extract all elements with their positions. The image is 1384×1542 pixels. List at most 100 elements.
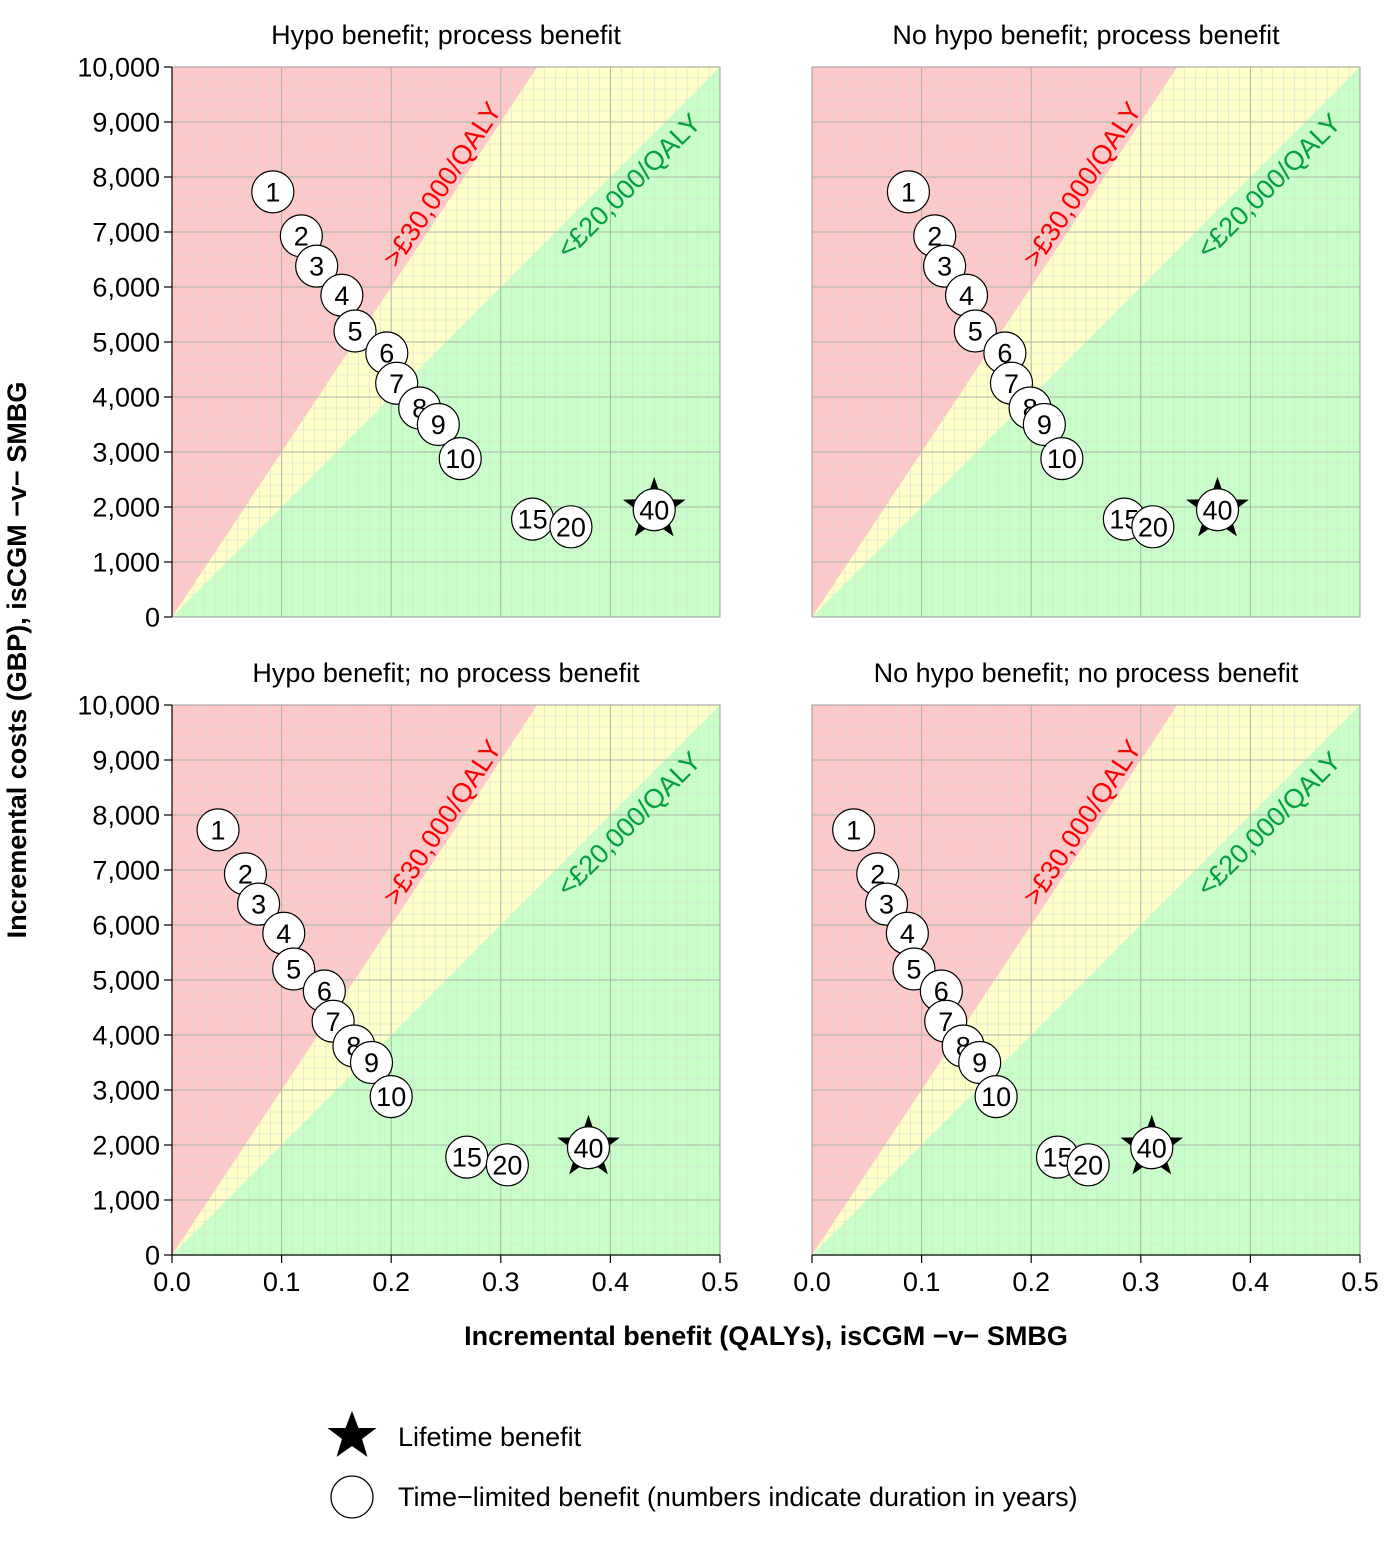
point-circle (923, 244, 967, 288)
y-tick-label: 6,000 (92, 273, 160, 303)
point-circle (1022, 402, 1066, 447)
x-tick-label: 0.2 (1012, 1267, 1050, 1297)
point-label: 10 (1047, 444, 1077, 474)
y-tick-label: 8,000 (92, 801, 160, 831)
x-tick-label: 0.1 (263, 1267, 301, 1297)
point-40: 40 (622, 476, 686, 537)
point-label: 5 (906, 955, 921, 985)
point-10: 10 (1040, 437, 1084, 481)
point-label: 15 (518, 505, 548, 535)
point-circle (369, 1074, 413, 1119)
panel-2: >£30,000/QALY<£20,000/QALY12345678910152… (811, 20, 1361, 618)
point-9: 9 (349, 1040, 394, 1085)
y-tick-label: 5,000 (92, 966, 160, 996)
x-tick-label: 0.4 (1232, 1267, 1270, 1297)
point-label: 4 (334, 281, 349, 311)
y-tick-label: 4,000 (92, 1021, 160, 1051)
point-circle (295, 244, 339, 288)
point-label: 7 (389, 369, 404, 399)
point-20: 20 (1066, 1143, 1110, 1187)
point-label: 15 (452, 1143, 482, 1173)
point-circle (632, 488, 676, 532)
circle-icon (330, 1475, 374, 1519)
point-label: 4 (276, 919, 291, 949)
point-9: 9 (416, 402, 460, 447)
y-tick-label: 10,000 (77, 691, 160, 721)
star-icon (327, 1411, 377, 1457)
point-label: 9 (972, 1048, 987, 1078)
y-tick-label: 7,000 (92, 856, 160, 886)
point-label: 40 (573, 1133, 603, 1163)
plot-area: >£30,000/QALY<£20,000/QALY12345678910152… (812, 67, 1360, 617)
point-label: 6 (317, 977, 332, 1007)
point-circle (416, 402, 460, 447)
point-label: 1 (846, 815, 861, 845)
point-3: 3 (923, 244, 967, 288)
point-label: 9 (431, 410, 446, 440)
y-axis-label: Incremental costs (GBP), isCGM −v− SMBG (2, 382, 32, 939)
point-1: 1 (251, 170, 295, 214)
point-label: 9 (1037, 410, 1052, 440)
point-5: 5 (333, 309, 377, 353)
point-label: 9 (364, 1048, 379, 1078)
x-tick-label: 0.5 (1341, 1267, 1379, 1297)
y-tick-label: 3,000 (92, 438, 160, 468)
point-circle (974, 1074, 1018, 1119)
point-circle (566, 1126, 611, 1170)
x-axis-label: Incremental benefit (QALYs), isCGM −v− S… (464, 1321, 1068, 1351)
point-circle (953, 309, 997, 353)
y-tick-label: 3,000 (92, 1076, 160, 1106)
point-20: 20 (549, 505, 593, 549)
point-circle (272, 947, 316, 991)
legend-label-lifetime: Lifetime benefit (398, 1422, 582, 1452)
y-tick-label: 0 (145, 603, 160, 633)
y-tick-label: 1,000 (92, 548, 160, 578)
point-4: 4 (885, 911, 929, 955)
point-label: 1 (265, 177, 280, 207)
point-15: 15 (445, 1135, 489, 1179)
point-label: 2 (294, 221, 309, 251)
y-tick-label: 1,000 (92, 1186, 160, 1216)
x-tick-label: 0.0 (153, 1267, 191, 1297)
y-tick-label: 5,000 (92, 328, 160, 358)
point-9: 9 (1022, 402, 1066, 447)
point-5: 5 (953, 309, 997, 353)
point-label: 3 (251, 890, 266, 920)
panel-title: No hypo benefit; process benefit (892, 20, 1280, 50)
point-40: 40 (1186, 476, 1249, 537)
panel-title: Hypo benefit; process benefit (271, 20, 621, 50)
x-tick-label: 0.2 (372, 1267, 410, 1297)
point-label: 3 (937, 252, 952, 282)
point-circle (236, 882, 281, 926)
point-label: 20 (556, 512, 586, 542)
point-label: 1 (901, 177, 916, 207)
point-circle (1195, 488, 1240, 532)
point-circle (251, 170, 295, 214)
x-tick-label: 0.3 (482, 1267, 520, 1297)
x-tick-label: 0.3 (1122, 1267, 1160, 1297)
y-tick-label: 0 (145, 1241, 160, 1271)
point-circle (1040, 437, 1084, 481)
point-circle (1066, 1143, 1110, 1187)
point-label: 5 (348, 317, 363, 347)
point-1: 1 (886, 170, 931, 214)
point-label: 20 (492, 1150, 522, 1180)
legend-label-time-limited: Time−limited benefit (numbers indicate d… (398, 1482, 1078, 1512)
point-5: 5 (272, 947, 316, 991)
point-label: 10 (445, 444, 475, 474)
point-label: 3 (309, 252, 324, 282)
point-circle (1130, 1126, 1174, 1170)
y-tick-label: 10,000 (77, 53, 160, 83)
point-label: 2 (870, 859, 885, 889)
x-tick-label: 0.1 (903, 1267, 941, 1297)
point-circle (485, 1143, 529, 1187)
point-40: 40 (557, 1114, 620, 1175)
legend-item-time-limited: Time−limited benefit (numbers indicate d… (330, 1475, 1078, 1519)
point-label: 6 (379, 339, 394, 369)
point-label: 2 (238, 859, 253, 889)
